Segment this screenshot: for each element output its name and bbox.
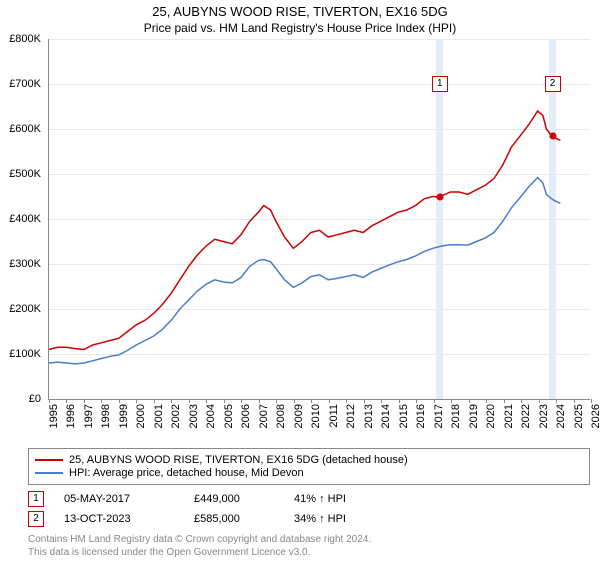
legend: 25, AUBYNS WOOD RISE, TIVERTON, EX16 5DG… [28,448,590,485]
x-tick-label: 2003 [188,404,200,428]
x-tick-label: 2017 [433,404,445,428]
chart-marker-label: 2 [545,76,561,92]
transaction-marker: 2 [28,511,44,527]
x-tick-label: 2001 [153,404,165,428]
x-tick-label: 2009 [293,404,305,428]
y-tick-label: £0 [29,393,41,405]
data-series-line [49,111,560,350]
transaction-hpi: 34% ↑ HPI [294,513,414,525]
x-tick-label: 2019 [468,404,480,428]
transaction-row: 1 05-MAY-2017 £449,000 41% ↑ HPI [28,491,590,507]
x-tick-label: 2018 [450,404,462,428]
y-tick-label: £100K [9,348,41,360]
y-tick-label: £500K [9,168,41,180]
transaction-marker: 1 [28,491,44,507]
x-tick-label: 2006 [240,404,252,428]
legend-item: HPI: Average price, detached house, Mid … [35,467,583,479]
x-tick-label: 2026 [590,404,600,428]
x-tick-label: 2014 [380,404,392,428]
chart-plot-area: 12 £0£100K£200K£300K£400K£500K£600K£700K… [48,39,590,400]
y-tick-label: £400K [9,213,41,225]
chart-marker-dot [436,193,443,200]
y-tick-label: £300K [9,258,41,270]
x-tick-label: 2016 [415,404,427,428]
x-tick-label: 1999 [118,404,130,428]
x-tick-label: 2004 [205,404,217,428]
transaction-table: 1 05-MAY-2017 £449,000 41% ↑ HPI 2 13-OC… [28,491,590,527]
transaction-price: £585,000 [194,513,274,525]
x-tick-label: 1996 [65,404,77,428]
chart-marker-label: 1 [432,76,448,92]
x-tick-label: 2023 [538,404,550,428]
legend-swatch [35,459,63,461]
transaction-price: £449,000 [194,493,274,505]
legend-label: 25, AUBYNS WOOD RISE, TIVERTON, EX16 5DG… [69,454,408,466]
x-tick-label: 2002 [170,404,182,428]
x-tick-label: 2020 [485,404,497,428]
x-tick-label: 2011 [328,404,340,428]
x-tick-label: 2000 [135,404,147,428]
transaction-row: 2 13-OCT-2023 £585,000 34% ↑ HPI [28,511,590,527]
legend-item: 25, AUBYNS WOOD RISE, TIVERTON, EX16 5DG… [35,454,583,466]
x-tick-label: 2021 [503,404,515,428]
x-tick-label: 2024 [555,404,567,428]
legend-swatch [35,472,63,474]
y-tick-label: £200K [9,303,41,315]
chart-title: 25, AUBYNS WOOD RISE, TIVERTON, EX16 5DG [0,4,600,19]
x-tick-label: 2010 [310,404,322,428]
y-tick-label: £800K [9,33,41,45]
y-axis-labels: £0£100K£200K£300K£400K£500K£600K£700K£80… [1,39,45,399]
x-tick-label: 1998 [100,404,112,428]
transaction-hpi: 41% ↑ HPI [294,493,414,505]
footer-line: This data is licensed under the Open Gov… [28,546,590,559]
x-axis-labels: 1995 1996 1997 1998 1999 2000 2001 2002 2003 2004… [48,400,590,444]
data-series-line [49,178,560,364]
x-tick-label: 1997 [83,404,95,428]
x-tick-label: 2008 [275,404,287,428]
x-tick-label: 2022 [520,404,532,428]
chart-container: 25, AUBYNS WOOD RISE, TIVERTON, EX16 5DG… [0,4,600,564]
x-tick-label: 2025 [573,404,585,428]
legend-label: HPI: Average price, detached house, Mid … [69,467,304,479]
x-tick-label: 2005 [223,404,235,428]
x-tick-label: 2015 [398,404,410,428]
x-tick-label: 2007 [258,404,270,428]
x-tick-label: 1995 [48,404,60,428]
footer-line: Contains HM Land Registry data © Crown c… [28,533,590,546]
footer-attribution: Contains HM Land Registry data © Crown c… [28,533,590,559]
x-tick-label: 2013 [363,404,375,428]
x-tick-label: 2012 [345,404,357,428]
transaction-date: 05-MAY-2017 [64,493,174,505]
chart-subtitle: Price paid vs. HM Land Registry's House … [0,21,600,35]
transaction-date: 13-OCT-2023 [64,513,174,525]
y-tick-label: £600K [9,123,41,135]
chart-marker-dot [549,132,556,139]
y-tick-label: £700K [9,78,41,90]
